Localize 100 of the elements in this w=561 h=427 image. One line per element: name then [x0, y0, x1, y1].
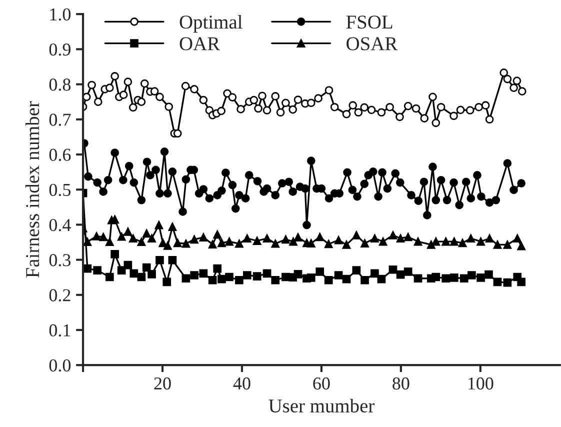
point	[199, 269, 208, 278]
point	[93, 266, 102, 274]
point	[334, 236, 343, 244]
x-tick-label: 40	[233, 377, 250, 390]
y-axis-title: Fairness index number	[25, 101, 40, 278]
point	[208, 276, 217, 284]
point	[225, 272, 234, 282]
point	[182, 274, 190, 283]
point	[414, 274, 422, 283]
point	[360, 239, 369, 248]
y-tick-label: 0.1	[49, 324, 70, 337]
point	[190, 271, 198, 280]
point	[173, 238, 182, 248]
y-tick-label: 0.2	[49, 289, 70, 302]
point	[360, 276, 369, 284]
point	[117, 232, 126, 241]
legend-label: FSOL	[346, 16, 392, 29]
point	[370, 234, 379, 243]
point	[225, 237, 234, 246]
point	[235, 239, 244, 248]
y-tick-label: 0.6	[49, 148, 71, 162]
point	[324, 276, 333, 284]
x-tick-label: 60	[313, 377, 330, 390]
point	[414, 237, 422, 246]
point	[235, 276, 244, 284]
point	[137, 272, 146, 282]
point	[404, 268, 412, 276]
y-tick-label: 0.5	[49, 184, 71, 196]
x-tick-label: 100	[468, 377, 494, 390]
point	[148, 270, 156, 278]
point	[262, 234, 272, 243]
point	[252, 272, 262, 280]
point	[432, 272, 440, 282]
point	[404, 232, 412, 242]
point	[271, 276, 280, 284]
point	[182, 239, 190, 248]
point	[324, 240, 333, 248]
point	[352, 231, 361, 240]
point	[442, 274, 450, 283]
point	[458, 238, 467, 248]
point	[450, 274, 458, 282]
point	[484, 270, 493, 279]
point	[517, 242, 526, 250]
y-tick-label: 0.3	[49, 254, 71, 266]
point	[162, 278, 172, 286]
point	[213, 230, 222, 239]
point	[294, 270, 302, 278]
point	[262, 269, 272, 278]
point	[460, 274, 468, 283]
point	[396, 270, 405, 279]
point	[388, 231, 398, 240]
point	[168, 256, 177, 264]
point	[370, 269, 379, 278]
x-tick-label: 80	[392, 377, 410, 390]
point	[517, 278, 526, 286]
point	[334, 271, 343, 280]
point	[124, 260, 132, 270]
point	[142, 229, 151, 238]
point	[124, 228, 132, 236]
point	[476, 274, 485, 282]
point	[199, 233, 208, 242]
point	[142, 263, 151, 272]
point	[352, 266, 361, 274]
point	[156, 256, 164, 264]
point	[493, 240, 502, 249]
point	[218, 274, 226, 284]
point	[396, 234, 405, 243]
point	[466, 234, 476, 243]
point	[388, 265, 398, 274]
point	[271, 239, 280, 248]
point	[476, 237, 485, 246]
point	[342, 274, 351, 284]
point	[130, 269, 138, 278]
point	[208, 240, 217, 249]
point	[168, 222, 177, 231]
point	[289, 237, 298, 246]
y-tick-label: 1.0	[50, 8, 71, 21]
point	[493, 278, 502, 286]
legend-label: OSAR	[346, 37, 398, 50]
point	[242, 234, 252, 243]
point	[218, 238, 226, 248]
point	[282, 235, 290, 244]
point	[148, 234, 156, 243]
point	[190, 235, 198, 244]
point	[432, 237, 440, 246]
point	[128, 234, 138, 243]
legend-label: Optimal	[180, 14, 242, 33]
point	[306, 239, 316, 248]
y-tick-label: 0.0	[49, 359, 71, 372]
point	[426, 240, 436, 249]
point	[316, 232, 324, 242]
point	[450, 237, 458, 246]
point	[110, 250, 119, 258]
point	[306, 274, 316, 282]
x-tick-label: 20	[154, 377, 171, 390]
point	[503, 240, 512, 249]
y-tick-label: 0.8	[49, 78, 71, 91]
point	[164, 242, 172, 250]
point	[442, 237, 450, 246]
x-axis-title: User mumber	[268, 398, 374, 413]
